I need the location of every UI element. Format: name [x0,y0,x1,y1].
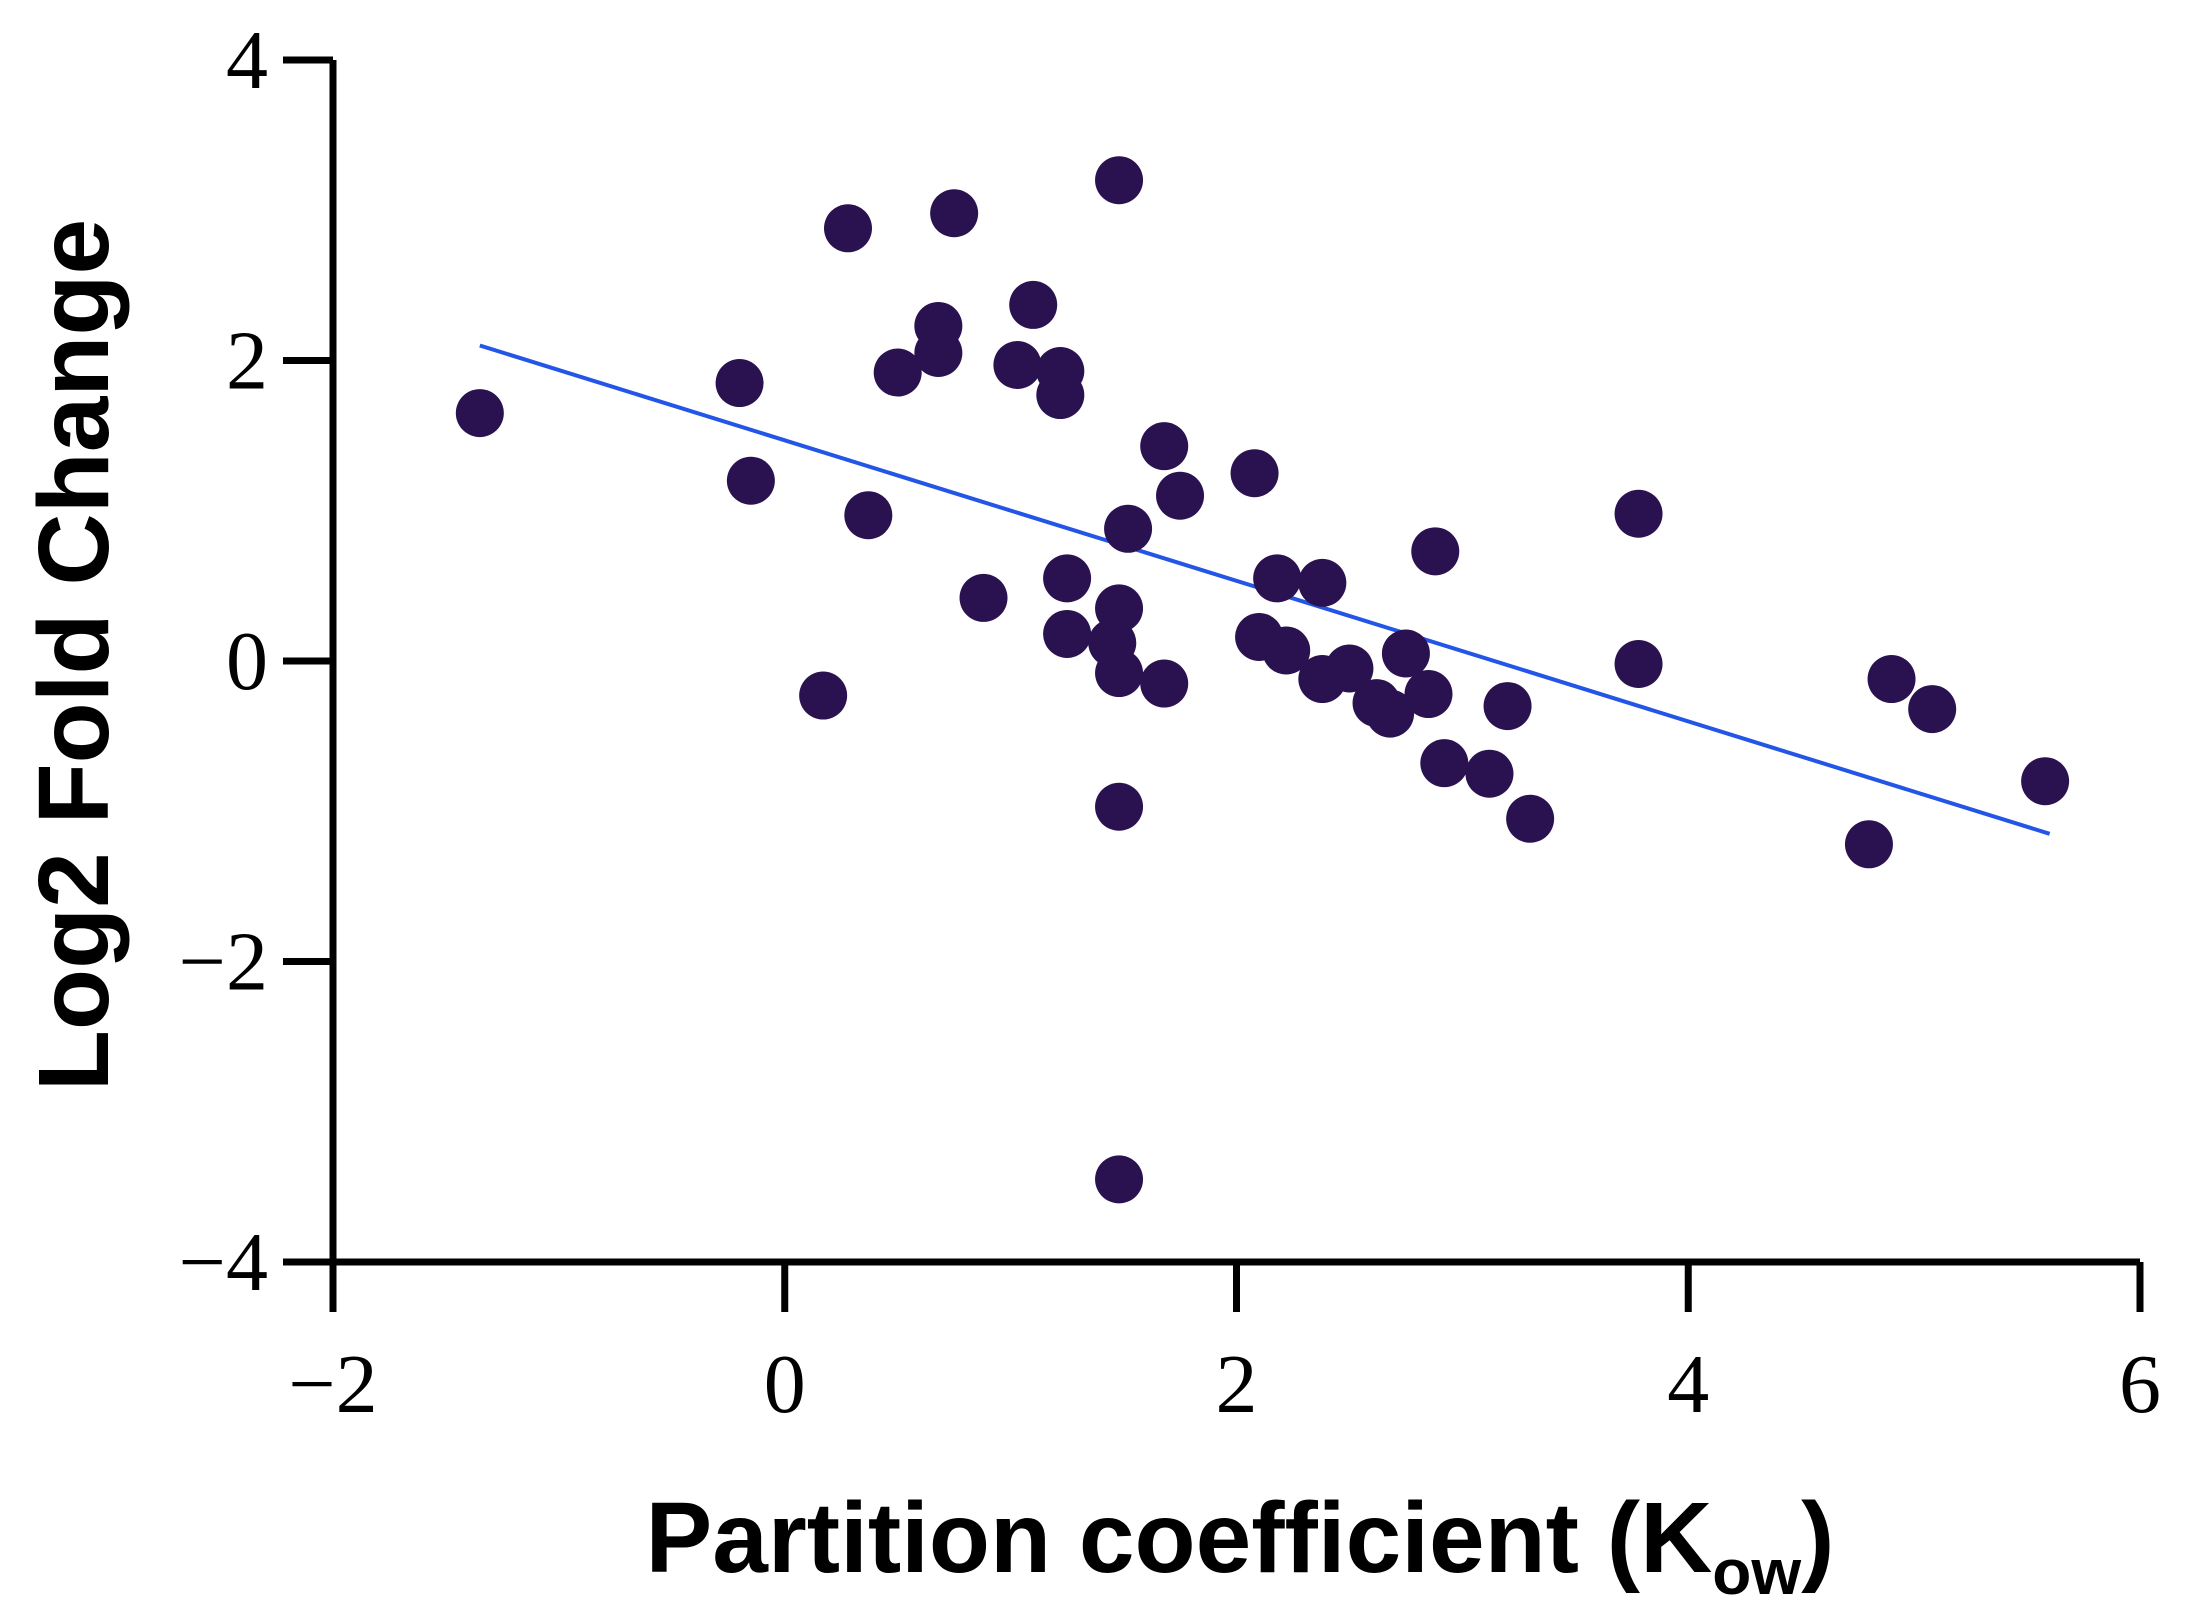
y-axis-title: Log2 Fold Change [18,219,130,1091]
data-point [930,189,979,238]
data-point [1381,629,1430,678]
y-ticks: −4 −2 0 2 4 [179,14,333,1309]
data-point [1095,156,1144,205]
data-point [1366,689,1415,738]
data-point [959,573,1008,622]
data-point [873,348,922,397]
data-point [1140,659,1189,708]
x-tick-label: 6 [2119,1338,2161,1431]
x-ticks: −2 0 2 4 6 [288,1262,2161,1431]
y-tick-label: 2 [226,315,268,408]
data-point [1404,670,1453,719]
data-point [799,671,848,720]
data-point [1614,640,1663,689]
data-point [914,328,963,377]
data-point [993,341,1042,390]
x-tick-label: 0 [764,1338,806,1431]
data-point [1844,820,1893,869]
data-point [1411,527,1460,576]
data-point [1230,449,1279,498]
data-point [726,456,775,505]
data-point [1156,471,1205,520]
data-point [715,359,764,408]
data-point [2021,757,2070,806]
data-point [1043,554,1092,603]
data-points [455,156,2070,1204]
data-point [455,389,504,438]
y-tick-label: 4 [226,14,268,107]
data-point [1465,749,1514,798]
x-axis-title: Partition coefficient (Kow) [646,1482,1835,1608]
x-tick-label: −2 [288,1338,377,1431]
data-point [1104,504,1153,553]
data-point [1253,554,1302,603]
y-tick-label: −2 [179,916,268,1009]
data-point [1298,558,1347,607]
data-point [1506,794,1555,843]
data-point [844,491,893,540]
data-point [1325,644,1374,693]
data-point [1095,782,1144,831]
data-point [1095,584,1144,633]
data-point [1009,280,1058,329]
data-point [1095,649,1144,698]
y-tick-label: 0 [226,615,268,708]
data-point [1043,609,1092,658]
data-point [1262,626,1311,675]
data-point [1420,739,1469,788]
x-tick-label: 4 [1667,1338,1709,1431]
data-point [1095,1155,1144,1204]
data-point [1614,489,1663,538]
x-tick-label: 2 [1216,1338,1258,1431]
data-point [823,204,872,253]
data-point [1867,655,1916,704]
data-point [1140,422,1189,471]
data-point [1908,685,1957,734]
data-point [1483,682,1532,731]
y-tick-label: −4 [179,1216,268,1309]
data-point [1036,371,1085,420]
